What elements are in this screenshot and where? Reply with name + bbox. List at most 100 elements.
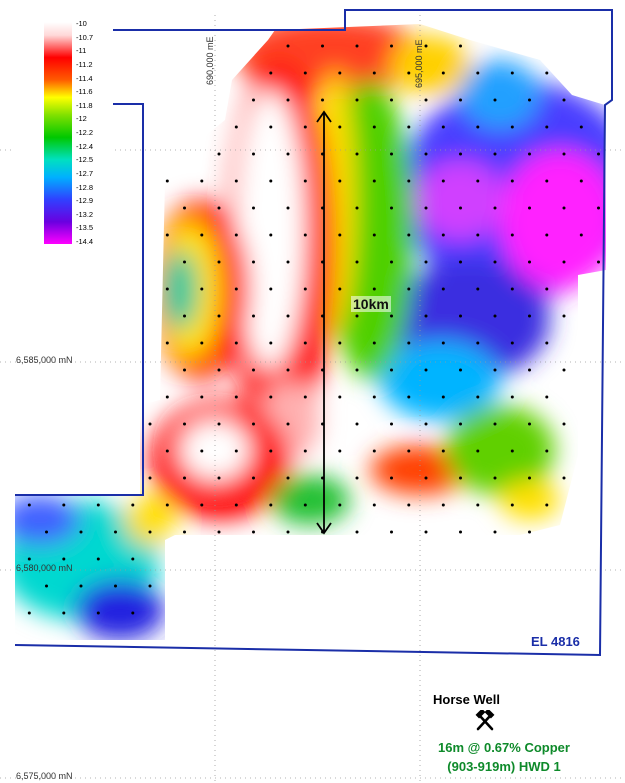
survey-station-dot bbox=[234, 125, 238, 129]
intercept-grade: 16m @ 0.67% Copper bbox=[438, 740, 570, 755]
legend-value: -12.5 bbox=[76, 155, 94, 165]
survey-station-dot bbox=[528, 98, 531, 102]
survey-station-dot bbox=[234, 341, 238, 345]
survey-station-dot bbox=[562, 152, 566, 156]
intercept-text: 16m @ 0.67% Copper (903-919m) HWD 1 bbox=[409, 738, 599, 776]
survey-station-dot bbox=[579, 125, 583, 129]
survey-station-dot bbox=[459, 206, 462, 210]
survey-station-dot bbox=[200, 395, 204, 399]
survey-station-dot bbox=[545, 125, 549, 129]
survey-station-dot bbox=[493, 530, 497, 534]
survey-station-dot bbox=[545, 449, 549, 453]
color-scale-legend: -10 -10.7 -11 -11.2 -11.4 -11.6 -11.8 -12 -12.2 -… bbox=[11, 15, 113, 247]
survey-station-dot bbox=[459, 314, 462, 318]
survey-station-dot bbox=[372, 233, 376, 237]
scale-bar-label: 10km bbox=[351, 296, 391, 312]
survey-station-dot bbox=[390, 260, 393, 264]
survey-station-dot bbox=[303, 233, 307, 237]
scale-arrow bbox=[316, 110, 332, 535]
survey-station-dot bbox=[286, 422, 290, 426]
survey-station-dot bbox=[234, 233, 238, 237]
legend-value: -14.4 bbox=[76, 237, 94, 246]
survey-station-dot bbox=[338, 125, 342, 129]
survey-station-dot bbox=[510, 449, 514, 453]
survey-station-dot bbox=[131, 557, 135, 561]
survey-station-dot bbox=[183, 260, 186, 264]
survey-station-dot bbox=[424, 530, 428, 534]
licence-boundary bbox=[14, 9, 613, 657]
survey-station-dot bbox=[355, 422, 359, 426]
survey-station-dot bbox=[355, 368, 359, 372]
survey-station-dot bbox=[338, 503, 342, 507]
northing-label-6580: 6,580,000 mN bbox=[16, 563, 73, 573]
survey-station-dot bbox=[217, 206, 221, 210]
survey-station-dot bbox=[510, 71, 514, 75]
legend-value: -11 bbox=[76, 46, 87, 56]
survey-station-dot bbox=[493, 206, 497, 210]
survey-station-dot bbox=[441, 287, 445, 291]
northing-label-6585: 6,585,000 mN bbox=[16, 355, 73, 365]
survey-station-dot bbox=[528, 260, 531, 264]
survey-station-dot bbox=[45, 530, 48, 534]
survey-station-dot bbox=[286, 152, 290, 156]
legend-value: -12.2 bbox=[76, 128, 94, 137]
survey-station-dot bbox=[183, 530, 186, 534]
survey-station-dot bbox=[390, 368, 393, 372]
prospect-name: Horse Well bbox=[433, 692, 500, 707]
survey-station-dot bbox=[441, 341, 445, 345]
survey-station-dot bbox=[372, 179, 376, 183]
survey-station-dot bbox=[476, 179, 480, 183]
survey-station-dot bbox=[545, 287, 549, 291]
survey-station-dot bbox=[321, 44, 324, 48]
survey-station-dot bbox=[27, 503, 31, 507]
legend-value: -10.7 bbox=[76, 32, 94, 42]
survey-station-dot bbox=[131, 503, 135, 507]
survey-station-dot bbox=[424, 98, 428, 102]
crossed-hammers-icon bbox=[475, 710, 495, 731]
survey-station-dot bbox=[234, 503, 238, 507]
survey-station-dot bbox=[528, 530, 531, 534]
survey-station-dot bbox=[459, 152, 462, 156]
legend-value: -13.5 bbox=[76, 223, 94, 233]
survey-station-dot bbox=[200, 287, 204, 291]
survey-station-dot bbox=[407, 71, 411, 75]
survey-station-dot bbox=[545, 503, 549, 507]
survey-station-dot bbox=[183, 314, 186, 318]
survey-station-dot bbox=[338, 179, 342, 183]
survey-station-dot bbox=[528, 152, 531, 156]
survey-station-dot bbox=[476, 449, 480, 453]
survey-station-dot bbox=[493, 260, 497, 264]
legend-value: -11.8 bbox=[76, 100, 93, 110]
survey-station-dot bbox=[579, 233, 583, 237]
legend-value: -12.8 bbox=[76, 182, 94, 192]
survey-station-dot bbox=[269, 395, 273, 399]
survey-station-dot bbox=[407, 395, 411, 399]
survey-station-dot bbox=[96, 611, 100, 615]
survey-station-dot bbox=[234, 395, 238, 399]
survey-station-dot bbox=[252, 422, 255, 426]
survey-station-dot bbox=[321, 98, 324, 102]
survey-station-dot bbox=[390, 44, 393, 48]
survey-station-dot bbox=[338, 71, 342, 75]
survey-station-dot bbox=[286, 98, 290, 102]
survey-station-dot bbox=[217, 368, 221, 372]
survey-station-dot bbox=[545, 341, 549, 345]
survey-station-dot bbox=[441, 395, 445, 399]
survey-station-dot bbox=[252, 368, 255, 372]
survey-station-dot bbox=[372, 395, 376, 399]
licence-label: EL 4816 bbox=[531, 634, 580, 649]
survey-station-dot bbox=[562, 314, 566, 318]
survey-station-dot bbox=[424, 476, 428, 480]
survey-station-dot bbox=[355, 44, 359, 48]
survey-station-dot bbox=[424, 152, 428, 156]
survey-station-dot bbox=[62, 611, 66, 615]
survey-station-dot bbox=[252, 206, 255, 210]
coordinate-grid bbox=[0, 15, 625, 783]
survey-station-dot bbox=[597, 152, 600, 156]
survey-station-dot bbox=[441, 503, 445, 507]
survey-station-dot bbox=[355, 314, 359, 318]
northing-label-6575: 6,575,000 mN bbox=[16, 771, 73, 781]
survey-station-dot bbox=[459, 422, 462, 426]
